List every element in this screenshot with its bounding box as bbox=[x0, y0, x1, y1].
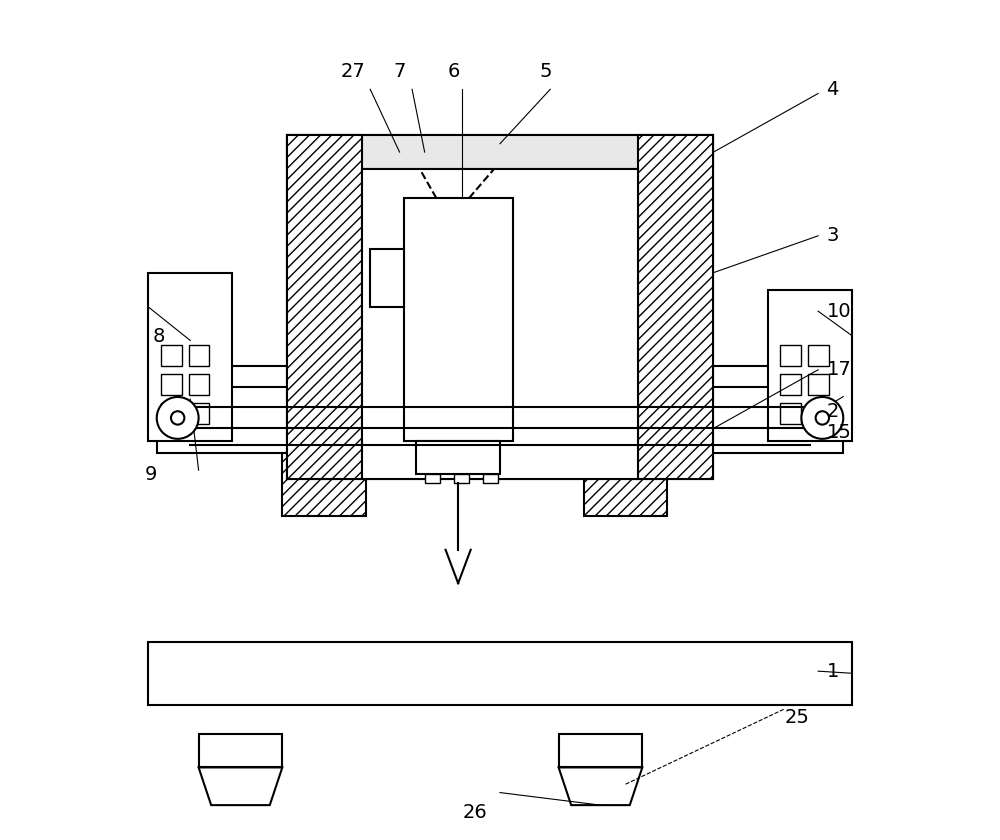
Bar bbox=[189, 403, 209, 424]
Text: 27: 27 bbox=[341, 62, 366, 81]
Bar bbox=[189, 344, 209, 365]
Text: 17: 17 bbox=[827, 360, 851, 380]
Circle shape bbox=[171, 412, 184, 424]
Bar bbox=[199, 734, 282, 768]
Circle shape bbox=[157, 397, 199, 438]
Bar bbox=[189, 374, 209, 395]
Bar bbox=[287, 135, 362, 479]
Text: 8: 8 bbox=[153, 327, 165, 346]
Bar bbox=[584, 454, 667, 517]
Circle shape bbox=[801, 397, 843, 438]
Bar bbox=[157, 382, 843, 454]
Bar bbox=[404, 198, 513, 441]
Text: 3: 3 bbox=[827, 226, 839, 245]
Bar bbox=[780, 374, 801, 395]
Bar bbox=[780, 344, 801, 365]
Bar bbox=[559, 734, 642, 768]
Text: 5: 5 bbox=[540, 62, 552, 81]
Text: 4: 4 bbox=[827, 80, 839, 99]
Bar bbox=[483, 475, 498, 483]
Bar bbox=[362, 169, 638, 479]
Bar bbox=[161, 344, 182, 365]
Text: 2: 2 bbox=[827, 402, 839, 421]
Bar bbox=[159, 365, 841, 386]
Text: 25: 25 bbox=[785, 708, 810, 727]
Bar bbox=[780, 403, 801, 424]
Bar bbox=[148, 642, 852, 705]
Bar bbox=[287, 135, 713, 169]
Text: 26: 26 bbox=[463, 803, 487, 822]
Bar bbox=[768, 291, 852, 441]
Bar bbox=[808, 344, 829, 365]
Bar bbox=[282, 454, 366, 517]
Bar bbox=[638, 135, 713, 479]
Bar bbox=[808, 374, 829, 395]
Text: 7: 7 bbox=[393, 62, 406, 81]
Text: 15: 15 bbox=[827, 423, 851, 442]
Bar bbox=[454, 475, 469, 483]
Text: 9: 9 bbox=[144, 465, 157, 484]
Text: 6: 6 bbox=[448, 62, 460, 81]
Bar bbox=[148, 274, 232, 441]
Polygon shape bbox=[199, 768, 282, 805]
Bar bbox=[425, 475, 440, 483]
Bar bbox=[161, 374, 182, 395]
Bar bbox=[808, 403, 829, 424]
Bar bbox=[161, 403, 182, 424]
Text: 10: 10 bbox=[827, 302, 851, 321]
Bar bbox=[370, 249, 404, 307]
Polygon shape bbox=[559, 768, 642, 805]
Circle shape bbox=[816, 412, 829, 424]
Bar bbox=[287, 135, 713, 479]
Bar bbox=[416, 441, 500, 475]
Text: 1: 1 bbox=[827, 662, 839, 680]
